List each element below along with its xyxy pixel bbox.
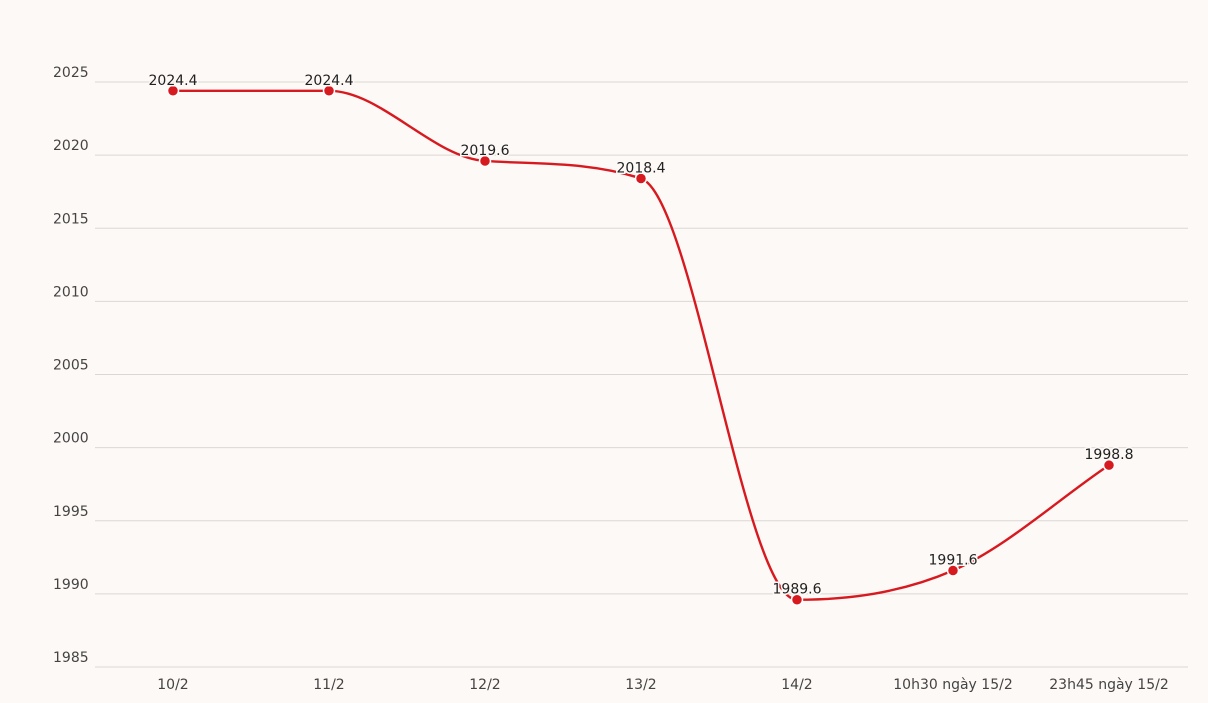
data-label: 1989.6 [773, 582, 822, 598]
data-label: 1991.6 [929, 552, 978, 568]
y-tick-label: 1995 [53, 504, 89, 520]
data-point [634, 172, 648, 185]
y-axis-tick-labels: 1985 1990 1995 2000 2005 2010 2015 2020 2025 [53, 65, 89, 666]
grid-lines [95, 81, 1188, 668]
y-tick-label: 2000 [53, 431, 89, 447]
data-point [322, 84, 336, 98]
data-label: 2024.4 [305, 73, 354, 89]
x-tick-label: 14/2 [781, 677, 812, 693]
data-label: 2024.4 [149, 73, 198, 89]
x-tick-label: 12/2 [469, 677, 500, 693]
y-tick-label: 2020 [53, 138, 89, 154]
data-label: 2019.6 [461, 143, 510, 159]
y-tick-label: 2015 [53, 211, 89, 227]
y-tick-label: 2005 [53, 358, 89, 374]
data-point [478, 154, 492, 168]
data-label: 2018.4 [617, 161, 666, 177]
data-point [1102, 458, 1116, 472]
x-axis-tick-labels: 10/2 11/2 12/2 13/2 14/2 10h30 ngày 15/2 23h45… [157, 677, 1168, 693]
x-tick-label: 10/2 [157, 677, 188, 693]
y-tick-label: 1990 [53, 577, 89, 593]
data-label: 1998.8 [1085, 447, 1134, 463]
data-labels: 2024.4 2024.4 2019.6 2018.4 1989.6 1991.6 1998… [147, 71, 1135, 599]
y-tick-label: 2025 [53, 65, 89, 81]
data-points [166, 84, 1116, 606]
data-point [166, 84, 180, 98]
x-tick-label: 11/2 [313, 677, 344, 693]
x-tick-label: 23h45 ngày 15/2 [1049, 677, 1168, 693]
data-point [790, 593, 804, 606]
data-point [946, 564, 960, 577]
x-tick-label: 13/2 [625, 677, 656, 693]
x-tick-label: 10h30 ngày 15/2 [893, 677, 1012, 693]
y-tick-label: 2010 [53, 284, 89, 300]
y-tick-label: 1985 [53, 650, 89, 666]
